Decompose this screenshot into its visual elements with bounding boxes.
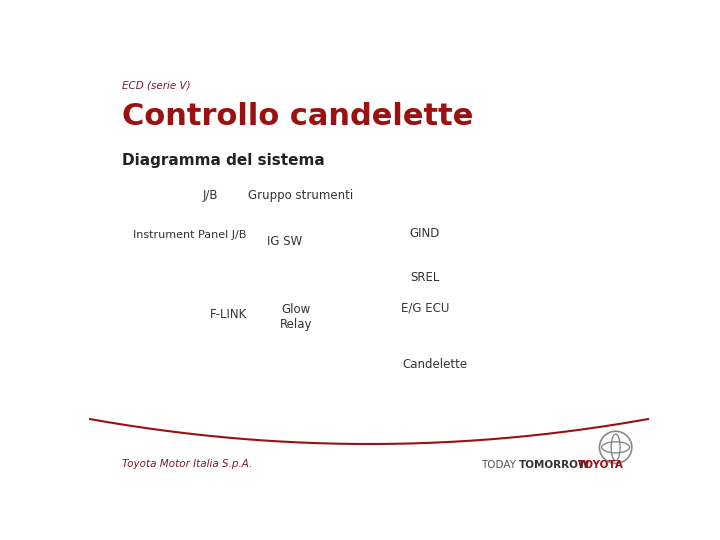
Text: E/G ECU: E/G ECU — [400, 301, 449, 314]
Text: Glow
Relay: Glow Relay — [280, 303, 312, 331]
Text: ECD (serie V): ECD (serie V) — [122, 80, 191, 91]
Text: Gruppo strumenti: Gruppo strumenti — [248, 190, 354, 202]
Text: J/B: J/B — [202, 190, 217, 202]
Text: IG SW: IG SW — [266, 235, 302, 248]
Text: Diagramma del sistema: Diagramma del sistema — [122, 153, 325, 168]
Text: F-LINK: F-LINK — [210, 308, 247, 321]
Text: TODAY: TODAY — [481, 460, 516, 470]
Text: Instrument Panel J/B: Instrument Panel J/B — [132, 230, 246, 240]
Text: Controllo candelette: Controllo candelette — [122, 102, 474, 131]
Text: Candelette: Candelette — [402, 357, 467, 370]
Text: TOYOTA: TOYOTA — [578, 460, 624, 470]
Text: GIND: GIND — [410, 227, 440, 240]
Text: TOMORROW: TOMORROW — [518, 460, 590, 470]
Text: SREL: SREL — [410, 271, 439, 284]
Text: Toyota Motor Italia S.p.A.: Toyota Motor Italia S.p.A. — [122, 459, 253, 469]
